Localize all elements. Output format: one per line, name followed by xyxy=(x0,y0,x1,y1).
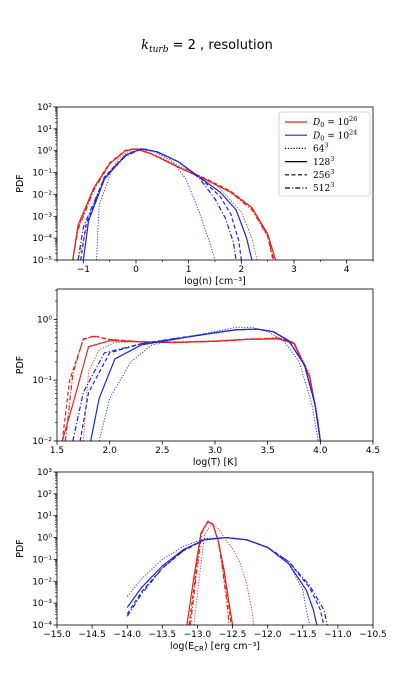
y-tick-label: 10⁻² xyxy=(32,577,52,587)
figure-title: kturb = 2 , resolution xyxy=(141,38,273,55)
x-tick-label: −14.5 xyxy=(78,630,106,640)
y-tick-label: 10⁻¹ xyxy=(32,169,52,179)
series-line-red-256 xyxy=(72,147,274,260)
y-tick-label: 10⁻¹ xyxy=(32,555,52,565)
x-tick-label: 0 xyxy=(133,265,139,275)
series-line-red-256 xyxy=(188,520,232,625)
y-axis-label: PDF xyxy=(15,174,26,193)
x-tick-label: 4.0 xyxy=(313,446,328,456)
x-tick-label: −11.0 xyxy=(324,630,352,640)
y-tick-label: 10⁻⁵ xyxy=(32,256,52,266)
panel-temperature: 1.5 2.0 2.5 3.0 3.5 4.0 4.5 10⁻² 10⁻¹ 10⁰ PDF log(T… xyxy=(15,288,380,468)
series-line-blue-512 xyxy=(72,328,321,441)
y-tick-label: 10³ xyxy=(37,468,52,478)
series-line-blue-512 xyxy=(126,536,328,625)
series-line-blue-256 xyxy=(79,328,321,441)
series-group xyxy=(61,326,321,441)
legend-label: D0 = 1026 xyxy=(312,115,357,129)
series-group xyxy=(72,147,277,260)
series-line-blue-128 xyxy=(90,328,321,441)
y-tick-label: 10² xyxy=(37,490,52,500)
y-tick-label: 10² xyxy=(37,103,52,113)
x-tick-label: −12.5 xyxy=(219,630,247,640)
series-line-red-64 xyxy=(82,337,321,441)
x-tick-label: −14.0 xyxy=(113,630,141,640)
series-line-red-64 xyxy=(77,148,258,260)
y-tick-label: 10⁰ xyxy=(37,534,52,544)
x-tick-label: −13.5 xyxy=(149,630,177,640)
y-axis-label: PDF xyxy=(15,356,26,375)
series-line-red-512 xyxy=(64,335,321,441)
x-tick-label: 3 xyxy=(291,265,297,275)
y-tick-label: 10¹ xyxy=(37,512,52,522)
legend-label: 1283 xyxy=(313,155,334,168)
panel-cosmic-ray-energy: −15.0 −14.5 −14.0 −13.5 −13.0 −12.5 −12.0 −11.5… xyxy=(15,468,387,653)
series-line-red-256 xyxy=(61,335,321,441)
legend-label: D0 = 1024 xyxy=(312,128,357,142)
y-tick-label: 10⁻³ xyxy=(32,212,52,222)
y-tick-label: 10⁰ xyxy=(37,315,52,325)
x-tick-label: 1 xyxy=(186,265,192,275)
panel-density: −1 0 1 2 3 4 10⁻⁵ 10⁻⁴ 10⁻³ 10⁻² 10⁻¹ 10⁰ 10¹ 10² PDF l… xyxy=(15,103,374,287)
y-tick-label: 10⁻² xyxy=(32,437,52,447)
x-tick-label: 3.5 xyxy=(261,446,275,456)
series-group xyxy=(126,520,328,625)
series-line-red-512 xyxy=(189,520,230,625)
y-tick-label: 10⁻¹ xyxy=(32,376,52,386)
x-axis-label: log(n) [cm⁻³] xyxy=(184,276,246,287)
series-line-blue-128 xyxy=(82,148,253,260)
x-axis-label: log(T) [K] xyxy=(193,457,237,468)
x-tick-label: 4.5 xyxy=(366,446,380,456)
plot-frame xyxy=(56,471,374,626)
series-line-red-64 xyxy=(193,522,255,625)
series-line-blue-128 xyxy=(126,536,318,625)
series-line-red-128 xyxy=(61,338,321,441)
y-tick-label: 10¹ xyxy=(37,125,52,135)
x-tick-label: 2.5 xyxy=(155,446,169,456)
y-tick-label: 10⁻⁴ xyxy=(32,234,52,244)
y-tick-label: 10⁰ xyxy=(37,147,52,157)
x-tick-label: −12.0 xyxy=(254,630,282,640)
legend-label: 2563 xyxy=(313,168,334,181)
x-tick-label: 1.5 xyxy=(50,446,64,456)
x-tick-label: −11.5 xyxy=(289,630,317,640)
legend-label: 5123 xyxy=(313,181,334,194)
series-line-blue-64 xyxy=(126,537,311,625)
x-axis-label: log(ECR) [erg cm⁻³] xyxy=(170,641,260,653)
series-line-red-512 xyxy=(72,148,275,260)
x-tick-label: 2.0 xyxy=(103,446,118,456)
series-line-blue-64 xyxy=(98,326,319,441)
y-axis-label: PDF xyxy=(15,539,26,558)
x-tick-label: 4 xyxy=(344,265,350,275)
legend-label: 643 xyxy=(313,142,329,155)
x-tick-label: −10.5 xyxy=(359,630,387,640)
x-tick-label: 2 xyxy=(238,265,244,275)
x-tick-label: −1 xyxy=(77,265,90,275)
series-line-blue-64 xyxy=(96,148,216,260)
x-tick-label: −13.0 xyxy=(184,630,212,640)
y-tick-label: 10⁻² xyxy=(32,190,52,200)
x-tick-label: 3.0 xyxy=(208,446,223,456)
y-tick-label: 10⁻³ xyxy=(32,599,52,609)
series-line-blue-256 xyxy=(80,147,242,260)
x-tick-label: −15.0 xyxy=(43,630,71,640)
y-tick-label: 10⁻⁴ xyxy=(32,621,52,631)
series-line-blue-512 xyxy=(77,148,237,260)
